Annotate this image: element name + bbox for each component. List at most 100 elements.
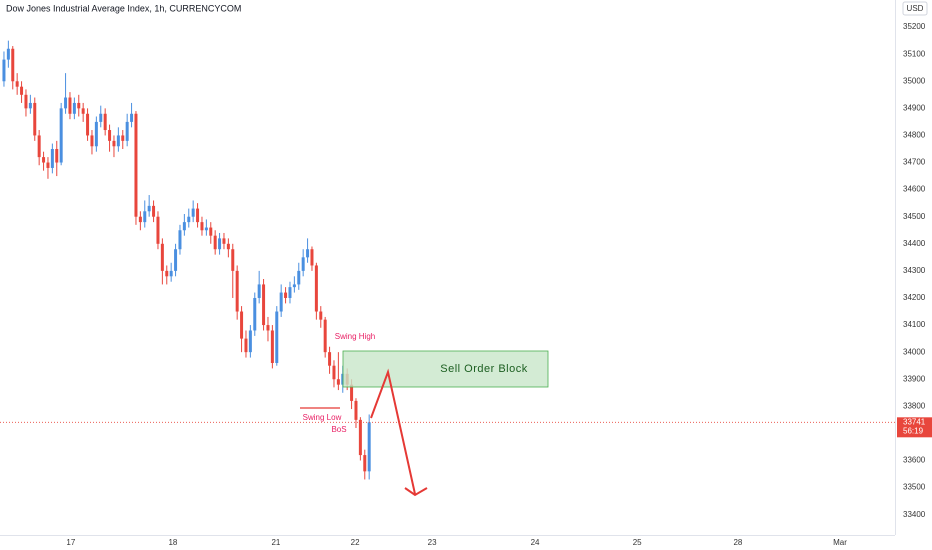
last-price-box (897, 417, 932, 438)
candle-body (248, 330, 252, 353)
candle-body (42, 157, 46, 163)
candle-body (143, 211, 147, 223)
candle-body (266, 325, 270, 331)
swing-high-label: Swing High (335, 332, 375, 341)
candle-body (270, 330, 274, 363)
candle-body (121, 135, 125, 141)
candle-body (354, 400, 358, 420)
candle-body (116, 135, 120, 147)
candle-body (332, 365, 336, 380)
order-block-zone (342, 350, 549, 388)
candle-body (174, 249, 178, 271)
candle-body (336, 379, 340, 385)
x-tick-label: Mar (833, 538, 847, 547)
last-price-label: 33741 (903, 417, 926, 426)
candle-body (240, 311, 244, 339)
candle-body (253, 297, 257, 331)
x-tick-label: 28 (733, 538, 742, 547)
x-tick-label: 23 (428, 538, 437, 547)
candle-body (134, 113, 138, 217)
candle-body (301, 257, 305, 271)
x-tick-label: 18 (168, 538, 177, 547)
candle-body (59, 108, 63, 163)
candle-body (20, 86, 24, 95)
y-tick-label: 33800 (903, 401, 926, 410)
candle-body (169, 270, 173, 277)
swing-low-label: Swing Low (303, 413, 342, 422)
y-tick-label: 33600 (903, 456, 926, 465)
candle-body (81, 108, 85, 114)
candle-body (15, 81, 19, 87)
candle-body (178, 230, 182, 250)
candle-body (33, 102, 37, 136)
candle-body (68, 97, 72, 114)
candle-body (257, 284, 261, 298)
candle-body (160, 243, 164, 271)
y-tick-label: 33500 (903, 483, 926, 492)
candle-body (2, 59, 6, 82)
candle-body (350, 384, 354, 401)
y-tick-label: 34600 (903, 185, 926, 194)
order-block-label: Sell Order Block (440, 363, 527, 375)
candle-body (165, 270, 169, 277)
candle-body (86, 113, 90, 136)
candle-body (204, 227, 208, 231)
candle-body (288, 287, 292, 298)
candle-body (152, 205, 156, 217)
candle-body (99, 113, 103, 122)
candle-body (314, 265, 318, 312)
candle-body (191, 208, 195, 217)
candle-body (125, 121, 129, 141)
candle-body (226, 243, 230, 250)
candle-body (222, 238, 226, 244)
candle-body (328, 352, 332, 366)
candle-body (275, 311, 279, 363)
currency-box (902, 1, 928, 16)
candle-body (209, 227, 213, 236)
candle-body (55, 148, 59, 163)
candle-body (187, 216, 191, 223)
currency-label: USD (907, 4, 924, 13)
candle-body (367, 422, 371, 472)
y-tick-label: 35200 (903, 22, 926, 31)
candle-body (310, 249, 314, 266)
candle-body (28, 102, 32, 109)
y-tick-label: 35000 (903, 76, 926, 85)
candle-body (90, 135, 94, 147)
y-tick-label: 34300 (903, 266, 926, 275)
candle-body (363, 455, 367, 472)
candle-body (46, 162, 50, 168)
candle-body (262, 284, 266, 326)
y-tick-label: 34800 (903, 131, 926, 140)
candle-body (94, 121, 98, 147)
y-tick-label: 33900 (903, 374, 926, 383)
x-tick-label: 24 (531, 538, 540, 547)
candle-body (103, 113, 107, 131)
projection-arrow (370, 368, 416, 495)
bos-label: BoS (331, 425, 346, 434)
x-tick-label: 21 (271, 538, 280, 547)
candle-body (156, 216, 160, 244)
candle-body (24, 94, 28, 109)
y-tick-label: 35100 (903, 49, 926, 58)
candle-body (200, 222, 204, 231)
candle-body (130, 113, 134, 122)
x-tick-label: 25 (633, 538, 642, 547)
y-tick-label: 34400 (903, 239, 926, 248)
candle-body (11, 48, 15, 82)
candle-body (64, 97, 68, 109)
y-tick-label: 34500 (903, 212, 926, 221)
candle-body (284, 292, 288, 298)
candle-body (182, 222, 186, 231)
candle-body (72, 102, 76, 114)
candle-body (323, 319, 327, 353)
candle-body (235, 270, 239, 312)
x-tick-label: 17 (66, 538, 75, 547)
candle-body (6, 48, 10, 60)
candle-body (77, 102, 81, 109)
candle-body (147, 205, 151, 212)
y-tick-label: 34100 (903, 320, 926, 329)
y-tick-label: 34900 (903, 103, 926, 112)
